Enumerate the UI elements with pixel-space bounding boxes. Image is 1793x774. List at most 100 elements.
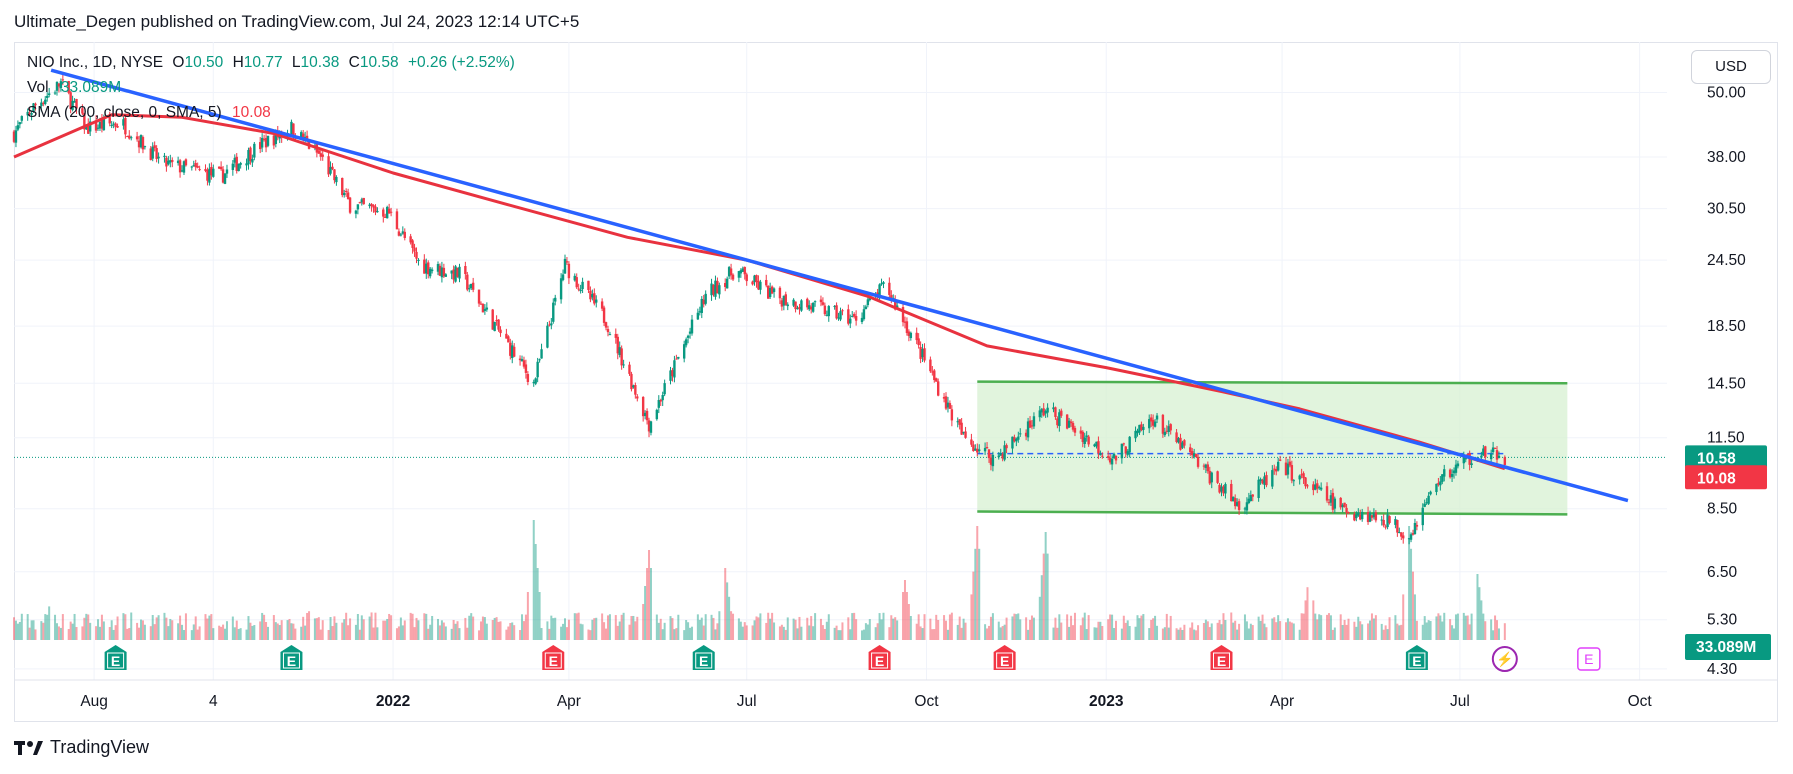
volume-bar bbox=[20, 613, 23, 640]
candle-body bbox=[1003, 445, 1006, 460]
candle-body bbox=[647, 420, 651, 432]
volume-bar bbox=[237, 628, 240, 640]
candle-body bbox=[1202, 465, 1206, 467]
volume-bar bbox=[138, 627, 141, 640]
candle-body bbox=[1140, 424, 1143, 431]
volume-label[interactable]: Vol bbox=[27, 79, 49, 96]
candle-body bbox=[470, 283, 473, 289]
candle-body bbox=[786, 304, 789, 307]
high-label: H bbox=[232, 54, 244, 71]
candle-body bbox=[663, 383, 666, 395]
candle-body bbox=[669, 370, 672, 381]
volume-bar bbox=[444, 626, 447, 640]
candle-body bbox=[81, 108, 84, 114]
volume-bar bbox=[1425, 622, 1428, 640]
candle-body bbox=[423, 259, 426, 274]
candle-body bbox=[198, 169, 201, 171]
volume-bar bbox=[259, 621, 262, 640]
candle-body bbox=[978, 449, 981, 452]
volume-bar bbox=[888, 627, 891, 640]
candle-body bbox=[620, 348, 623, 366]
candle-body bbox=[534, 378, 537, 384]
volume-bar bbox=[823, 628, 826, 640]
candle-body bbox=[1194, 454, 1198, 457]
event-label: E bbox=[1412, 653, 1421, 669]
volume-bar bbox=[302, 616, 305, 640]
candle-body bbox=[83, 113, 86, 130]
candle-body bbox=[141, 137, 145, 150]
sma-label[interactable]: SMA (200, close, 0, SMA, 5) bbox=[27, 104, 222, 121]
candle-body bbox=[454, 266, 457, 282]
volume-bar bbox=[778, 626, 781, 640]
volume-bar bbox=[526, 592, 529, 640]
candle-body bbox=[526, 374, 530, 383]
candle-body bbox=[753, 275, 756, 283]
candle-body bbox=[329, 167, 332, 174]
candle-body bbox=[30, 113, 33, 115]
volume-bar bbox=[603, 622, 606, 640]
volume-bar bbox=[382, 620, 385, 640]
volume-bar bbox=[136, 622, 139, 640]
tradingview-logo-icon bbox=[14, 740, 43, 755]
candle-body bbox=[1237, 501, 1241, 510]
candle-body bbox=[1191, 451, 1194, 456]
candle-body bbox=[262, 138, 266, 140]
volume-bar bbox=[894, 617, 897, 640]
volume-bar bbox=[212, 628, 215, 640]
candle-body bbox=[428, 268, 432, 277]
candle-body bbox=[686, 335, 690, 338]
candle-body bbox=[110, 124, 113, 126]
candle-body bbox=[493, 321, 496, 332]
candle-body bbox=[657, 399, 660, 408]
volume-bar bbox=[225, 621, 228, 640]
volume-bar bbox=[519, 630, 522, 640]
volume-bar bbox=[997, 621, 1000, 640]
candle-body bbox=[511, 345, 514, 359]
candle-body bbox=[518, 358, 522, 361]
candle-body bbox=[772, 288, 776, 292]
price-axis: 50.00 38.00 30.50 24.50 18.50 14.50 11.50 8.50 6… bbox=[1685, 85, 1771, 678]
currency-button[interactable]: USD bbox=[1691, 50, 1771, 84]
volume-bar bbox=[718, 611, 721, 640]
volume-bar bbox=[730, 611, 733, 640]
footer-brand[interactable]: TradingView bbox=[14, 737, 149, 758]
volume-bar bbox=[376, 627, 379, 640]
volume-bar bbox=[1101, 625, 1104, 640]
volume-bar bbox=[1327, 613, 1330, 640]
candle-body bbox=[1325, 486, 1329, 501]
volume-bar bbox=[1388, 617, 1391, 640]
candle-body bbox=[348, 197, 352, 213]
volume-bar bbox=[155, 617, 158, 640]
close-value: 10.58 bbox=[359, 54, 399, 71]
volume-bar bbox=[163, 612, 166, 640]
volume-bar bbox=[481, 616, 484, 640]
candle-body bbox=[1069, 421, 1073, 424]
volume-bar bbox=[812, 626, 815, 640]
volume-bar bbox=[1288, 621, 1291, 640]
candle-body bbox=[1278, 459, 1282, 461]
volume-bar bbox=[1249, 623, 1252, 640]
volume-bar bbox=[329, 617, 332, 640]
candle-body bbox=[880, 283, 883, 285]
volume-bar bbox=[1263, 623, 1266, 640]
candle-body bbox=[130, 137, 133, 139]
candle-body bbox=[87, 123, 90, 134]
candle-body bbox=[108, 117, 111, 124]
volume-bar bbox=[1343, 619, 1346, 640]
candle-body bbox=[671, 370, 674, 377]
volume-bar bbox=[907, 604, 910, 640]
volume-bar bbox=[507, 626, 510, 640]
legend-volume: Vol 33.089M bbox=[27, 79, 121, 97]
volume-bar bbox=[1025, 617, 1028, 640]
volume-bar bbox=[388, 613, 391, 640]
volume-bar bbox=[784, 629, 787, 640]
volume-bar bbox=[1503, 623, 1506, 640]
volume-bar bbox=[220, 626, 223, 640]
candle-body bbox=[602, 307, 606, 323]
volume-bar bbox=[1271, 618, 1274, 640]
volume-bar bbox=[1413, 594, 1416, 640]
candle-body bbox=[655, 409, 659, 420]
symbol-name[interactable]: NIO Inc., 1D, NYSE bbox=[27, 54, 164, 71]
candle-body bbox=[319, 153, 322, 157]
